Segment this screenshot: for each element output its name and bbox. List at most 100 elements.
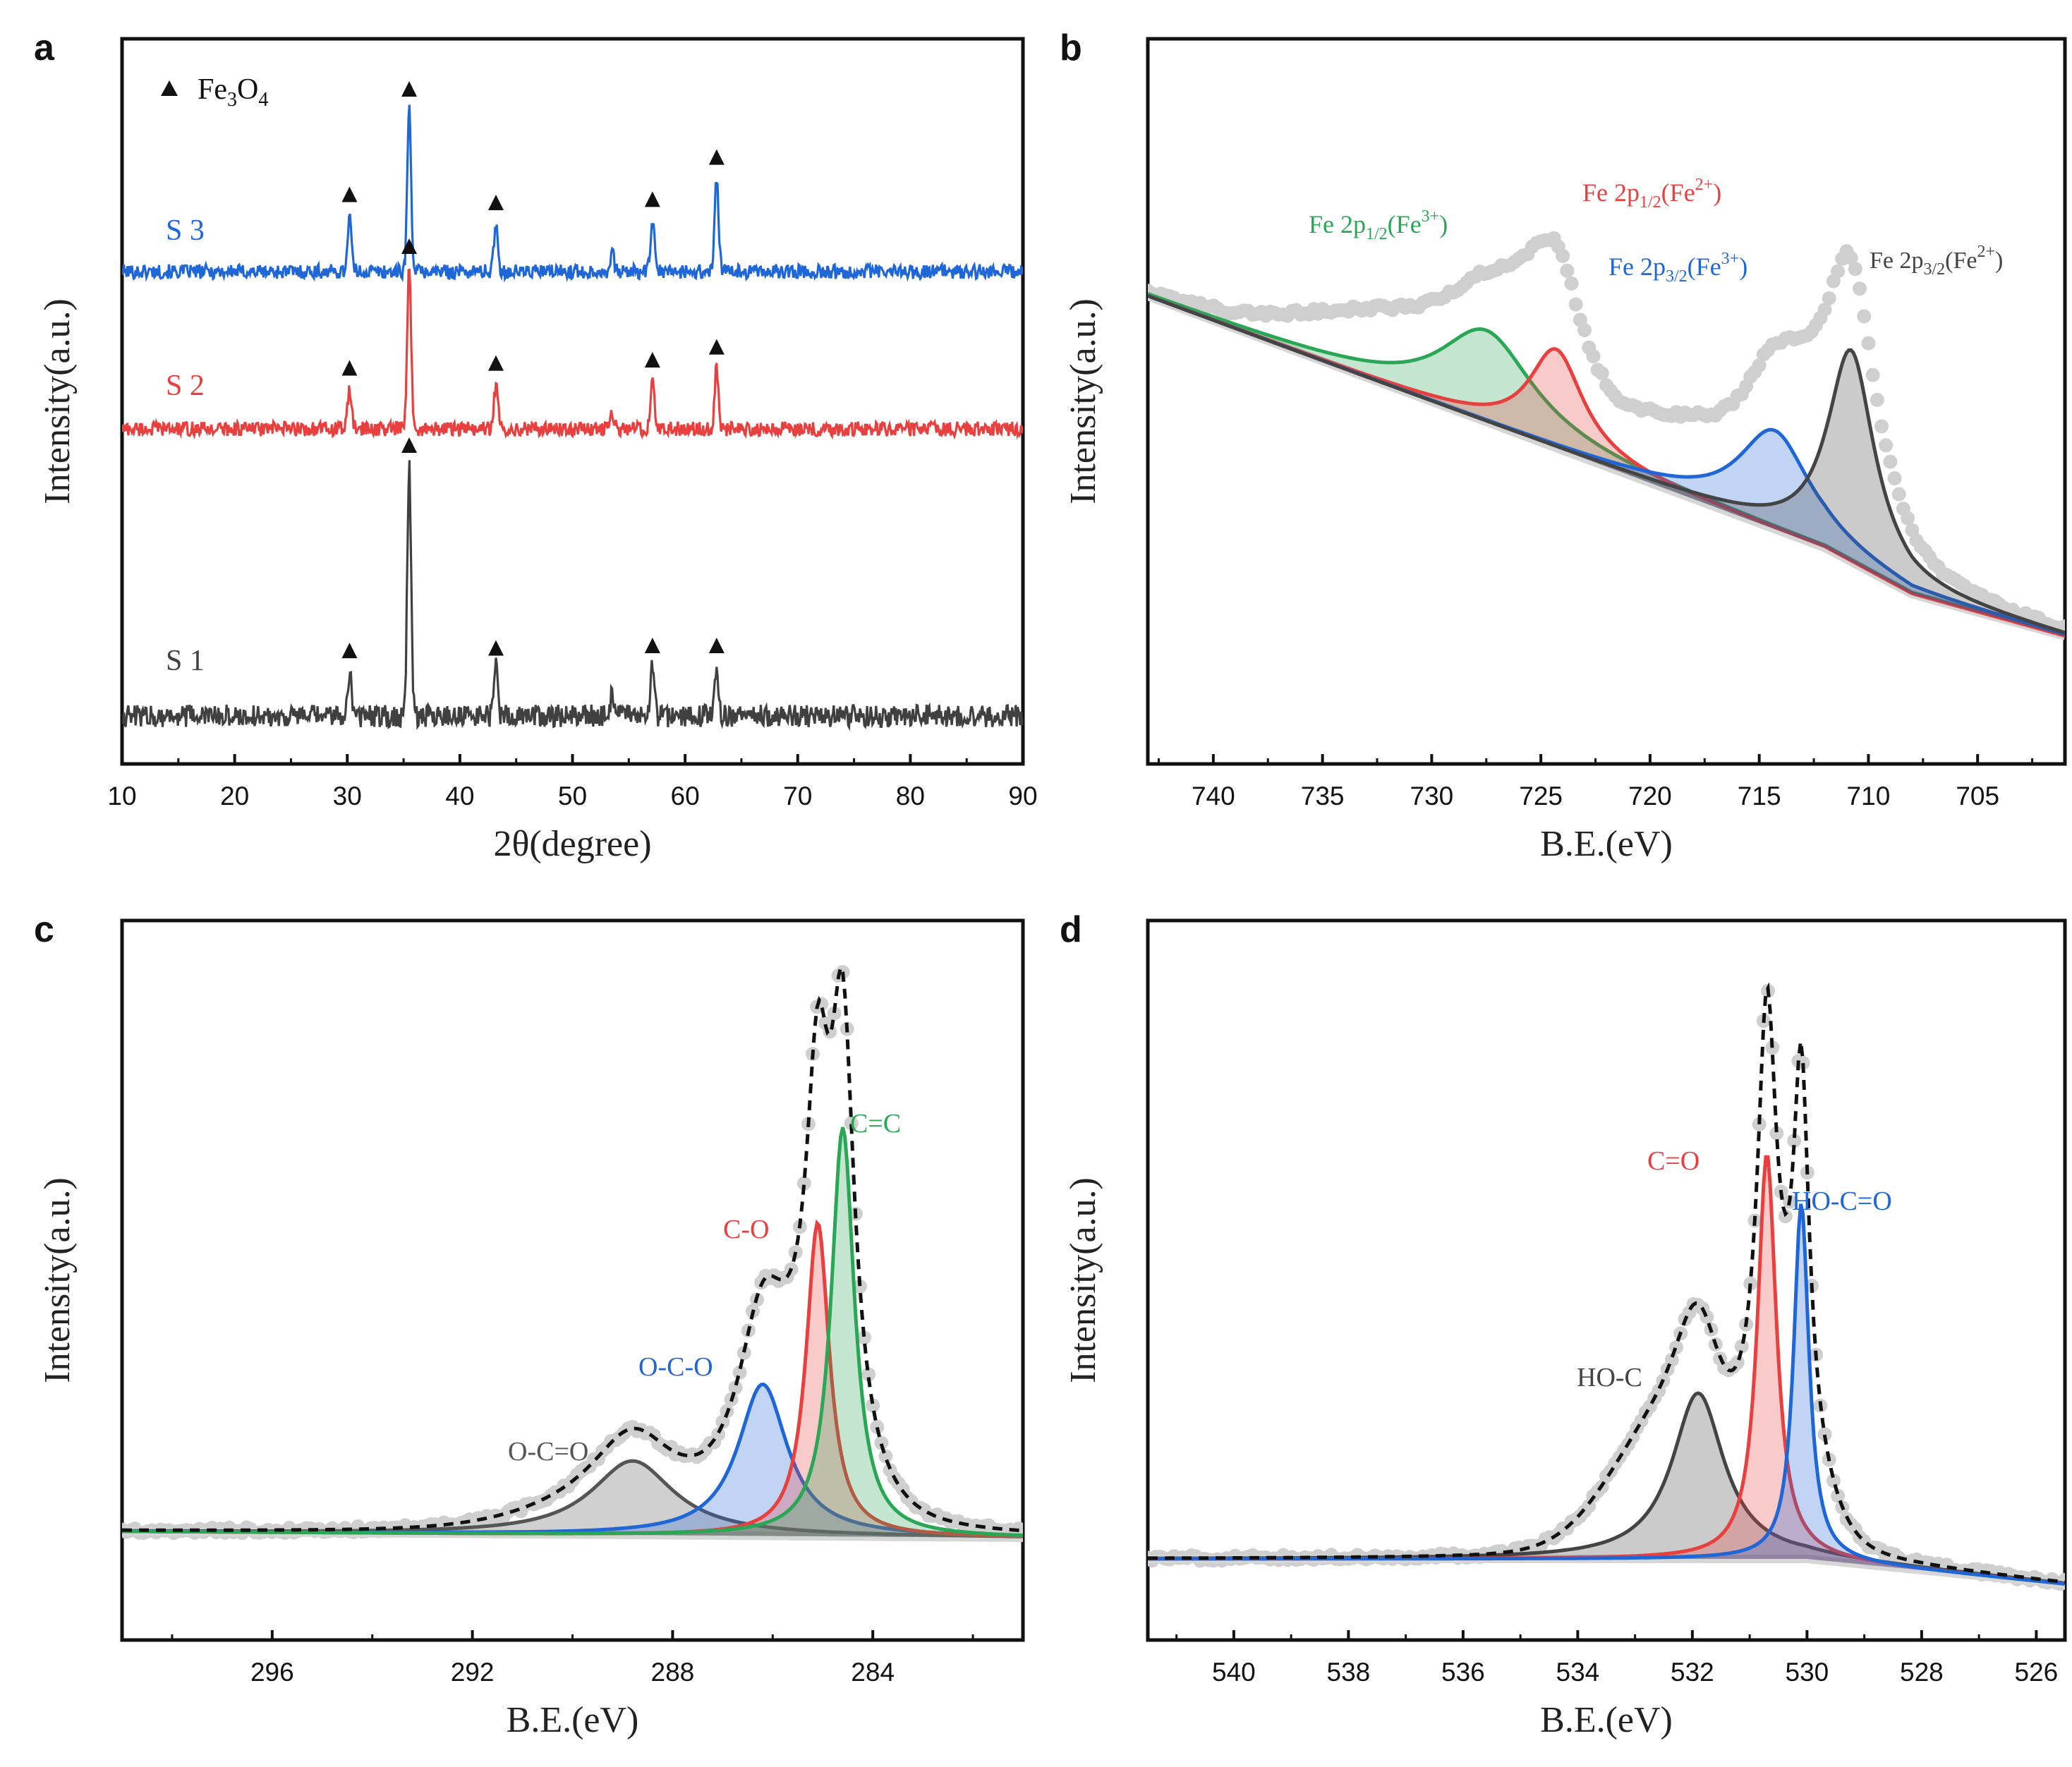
data-point: [1730, 1355, 1745, 1370]
data-point: [1564, 276, 1579, 291]
data-point: [1734, 1339, 1749, 1354]
x-tick-label: 288: [651, 1658, 695, 1687]
data-point: [732, 1365, 747, 1380]
label-main: Fe 2p: [1582, 178, 1640, 207]
data-point: [1831, 264, 1846, 279]
component-label: C=O: [1647, 1146, 1700, 1176]
data-point: [1883, 454, 1898, 469]
data-point: [1769, 1126, 1784, 1141]
data-point: [1853, 281, 1867, 296]
component-label: C-O: [723, 1215, 769, 1244]
data-point: [1787, 1134, 1802, 1148]
x-tick-label: 10: [107, 782, 136, 810]
peak-marker: [644, 638, 660, 653]
peak-marker: [401, 437, 418, 453]
x-tick-label: 526: [2015, 1658, 2059, 1687]
peak-marker: [487, 355, 504, 371]
data-point: [1560, 263, 1575, 278]
label-paren: ): [1713, 178, 1721, 207]
label-sup: 2+: [1695, 176, 1714, 194]
label-paren: (: [1388, 210, 1396, 238]
peak-marker: [341, 360, 358, 376]
x-axis-title: B.E.(eV): [1540, 824, 1673, 864]
data-point: [1669, 1340, 1684, 1354]
legend-sub: 4: [258, 89, 268, 111]
peak-marker: [487, 640, 504, 656]
x-tick-label: 80: [896, 782, 925, 810]
panel-letter: a: [34, 28, 55, 68]
x-tick-label: 532: [1671, 1658, 1714, 1687]
panel-c: 296 292 288 284 B.E.(eV) Intensity(a.u.) c O-C=…: [34, 909, 1025, 1740]
x-axis-title: B.E.(eV): [507, 1700, 639, 1740]
component-fill: [1148, 1203, 2065, 1584]
label-paren: ): [1995, 248, 2003, 274]
component-label: C=C: [850, 1109, 901, 1138]
data-point: [1700, 1309, 1714, 1324]
label-main: Fe 2p: [1309, 210, 1366, 238]
label-ion: Fe: [1696, 253, 1721, 281]
component-fill: [122, 1127, 1023, 1538]
label-paren: (: [1688, 253, 1696, 281]
data-point: [1861, 336, 1876, 351]
plot-frame: [1146, 918, 2067, 1642]
legend-o: O: [237, 73, 258, 106]
data-point: [1874, 419, 1889, 434]
peak-marker: [708, 638, 725, 653]
x-tick-label: 540: [1212, 1658, 1256, 1687]
x-tick-label: 50: [558, 782, 587, 810]
x-tick-label: 538: [1327, 1658, 1371, 1687]
plot-frame: [120, 37, 1025, 766]
label-ion: Fe: [1953, 248, 1977, 274]
data-point: [1891, 487, 1906, 502]
data-point: [1752, 358, 1767, 372]
x-axis-title: B.E.(eV): [1540, 1700, 1673, 1740]
data-point: [1831, 1488, 1846, 1503]
series-label: S 1: [166, 645, 205, 677]
data-point: [1870, 392, 1884, 407]
legend-fe: Fe: [198, 73, 227, 106]
x-tick-label: 20: [220, 782, 249, 810]
label-sub: 3/2: [1666, 267, 1688, 286]
data-point: [870, 1420, 885, 1435]
legend-sub: 3: [227, 89, 237, 111]
peak-marker: [401, 238, 418, 254]
label-sub: 1/2: [1366, 225, 1388, 243]
x-tick-label: 40: [445, 782, 474, 810]
x-tick-label: 705: [1956, 782, 1999, 810]
series-line-s3: [122, 104, 1023, 283]
panel-d: 540 538 536 534 532 530 528 526 B.E.(eV) Intensit…: [1060, 909, 2067, 1740]
component-fill: [122, 1461, 1023, 1538]
x-tick-label: 90: [1008, 782, 1037, 810]
component-label: HO-C=O: [1792, 1186, 1892, 1216]
x-tick-label: 284: [851, 1658, 895, 1687]
component-fill: [1148, 1393, 2065, 1584]
legend-marker: [161, 80, 178, 96]
component-label: HO-C: [1577, 1363, 1642, 1392]
y-axis-title: Intensity(a.u.): [1063, 1177, 1103, 1383]
data-point: [857, 1330, 872, 1345]
x-tick-label: 715: [1738, 782, 1781, 810]
component-fill: [122, 1223, 1023, 1538]
x-tick-label: 296: [250, 1658, 294, 1687]
label-paren: ): [1439, 210, 1448, 238]
data-point: [1817, 303, 1832, 317]
label-paren: ): [1739, 253, 1747, 281]
x-tick-label: 730: [1410, 782, 1454, 810]
fit-envelope: [122, 961, 1023, 1533]
data-point: [878, 1449, 893, 1464]
x-axis-title: 2θ(degree): [493, 824, 651, 864]
data-point: [866, 1398, 880, 1413]
series-line-s1: [122, 460, 1023, 731]
x-tick-label: 720: [1628, 782, 1672, 810]
data-point: [844, 1116, 859, 1131]
data-point: [1826, 1474, 1841, 1488]
panel-letter: b: [1060, 28, 1082, 68]
data-point: [728, 1380, 743, 1395]
x-tick-label: 536: [1441, 1658, 1485, 1687]
data-point: [1594, 366, 1609, 381]
data-point: [1577, 323, 1592, 338]
data-point: [1556, 248, 1570, 263]
label-ion: Fe: [1396, 210, 1422, 238]
label-main: Fe 2p: [1608, 253, 1666, 281]
peak-marker: [401, 81, 418, 97]
